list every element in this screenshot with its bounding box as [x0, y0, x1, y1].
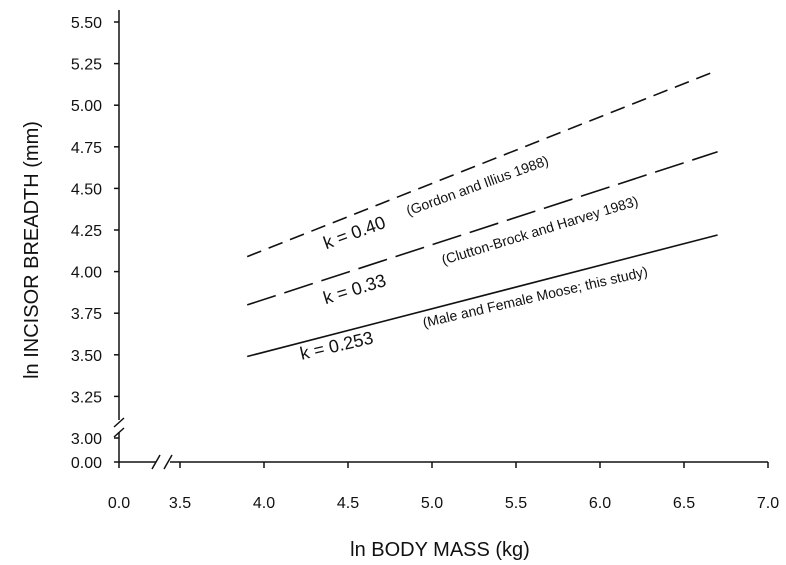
annotation-label: k = 0.33	[321, 270, 389, 308]
y-tick-label: 3.50	[71, 348, 102, 365]
y-tick-label: 4.00	[71, 265, 102, 282]
x-axis-break-mark	[151, 454, 161, 470]
series-line-0	[246, 69, 718, 258]
x-tick-label: 6.0	[589, 495, 611, 512]
y-tick-label: 5.25	[71, 57, 102, 74]
annotation-label: (Clutton-Brock and Harvey 1983)	[440, 193, 640, 268]
x-axis-break-mark	[163, 454, 173, 470]
y-axis-break-mark	[113, 427, 125, 438]
y-tick-label: 5.00	[71, 98, 102, 115]
x-tick-label: 4.5	[337, 495, 359, 512]
x-tick-label: 7.0	[757, 495, 779, 512]
annotation-label: k = 0.40	[321, 212, 388, 253]
axes	[113, 10, 768, 470]
y-tick-label: 3.25	[71, 389, 102, 406]
x-tick-label: 5.5	[505, 495, 527, 512]
annotation-label: (Male and Female Moose; this study)	[421, 263, 649, 330]
series-lines	[246, 69, 718, 358]
y-axis-title: ln INCISOR BREADTH (mm)	[21, 121, 43, 379]
y-tick-label: 4.50	[71, 181, 102, 198]
x-tick-label: 4.0	[253, 495, 275, 512]
x-tick-label: 0.0	[108, 495, 130, 512]
y-tick-label: 0.00	[71, 455, 102, 472]
series-line-1	[246, 151, 718, 306]
annotations: k = 0.40(Gordon and Illius 1988)k = 0.33…	[298, 152, 649, 364]
x-tick-label: 5.0	[421, 495, 443, 512]
x-tick-label: 6.5	[673, 495, 695, 512]
series-line-2	[246, 234, 718, 358]
y-tick-label: 4.75	[71, 140, 102, 157]
y-tick-label: 3.00	[71, 431, 102, 448]
y-tick-label: 3.75	[71, 306, 102, 323]
x-axis-title: ln BODY MASS (kg)	[350, 539, 530, 561]
y-tick-label: 4.25	[71, 223, 102, 240]
y-axis-break-mark	[113, 417, 125, 428]
x-tick-label: 3.5	[169, 495, 191, 512]
ticks: 0.003.003.253.503.754.004.254.504.755.00…	[71, 15, 779, 512]
y-tick-label: 5.50	[71, 15, 102, 32]
